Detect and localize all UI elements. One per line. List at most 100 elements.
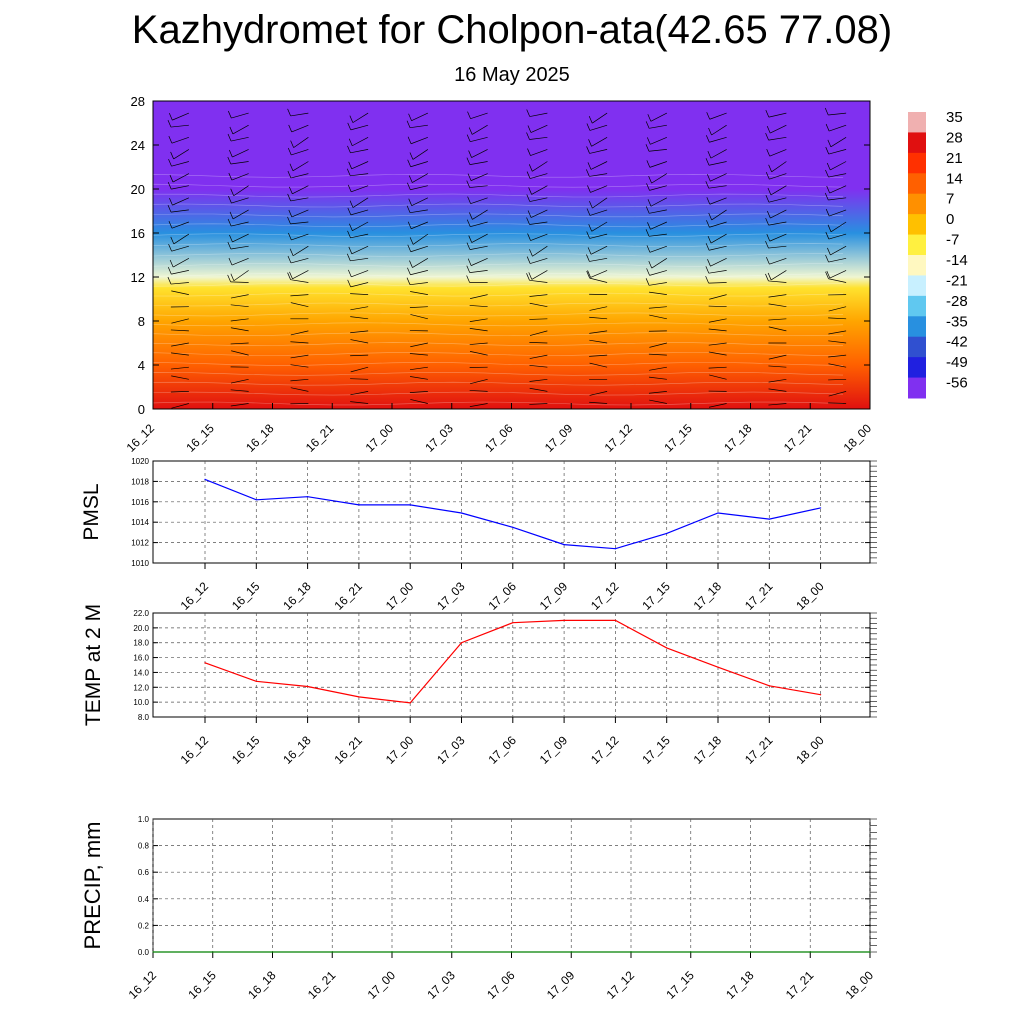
data-point: [271, 951, 274, 953]
wind-barb: [352, 112, 369, 123]
contour-line: [152, 233, 844, 238]
wind-barb: [648, 233, 667, 237]
wind-barb: [768, 221, 787, 226]
wind-barb: [350, 316, 369, 320]
wind-barb: [411, 112, 429, 122]
wind-barb: [170, 352, 189, 356]
x-tick-label: 17_12: [604, 968, 638, 1002]
wind-barb-flag: [289, 186, 293, 195]
wind-barb: [350, 339, 369, 344]
wind-barb: [230, 136, 249, 142]
wind-barb-flag: [347, 207, 352, 215]
wind-barb: [290, 378, 309, 382]
wind-barb: [529, 302, 548, 308]
wind-barb-flag: [645, 229, 650, 237]
wind-barb: [529, 354, 548, 359]
y-tick-label: 1012: [131, 539, 149, 548]
wind-barb: [290, 364, 309, 368]
wind-barb: [230, 245, 249, 250]
data-point: [717, 666, 719, 668]
wind-barb: [649, 291, 667, 295]
x-tick-label: 16_21: [332, 733, 366, 767]
colorbar-label: -42: [946, 334, 968, 351]
wind-barb: [230, 294, 249, 299]
wind-barb: [471, 257, 488, 266]
heat-field: [153, 101, 870, 409]
wind-barb: [710, 173, 727, 182]
wind-barb-flag: [468, 235, 473, 243]
colorbar-swatch: [908, 152, 926, 174]
wind-barb: [351, 245, 369, 255]
wind-barb-flag: [705, 243, 710, 251]
wind-barb-flag: [229, 126, 234, 135]
wind-barb: [410, 270, 428, 276]
wind-barb: [708, 342, 727, 346]
wind-barb: [469, 161, 488, 165]
wind-barb-flag: [467, 111, 471, 119]
y-tick-label: 16.0: [133, 654, 149, 663]
wind-barb-flag: [646, 137, 651, 145]
x-tick-label: 17_03: [424, 968, 458, 1002]
y-tick-label: 1014: [131, 518, 149, 527]
x-tick-label: 16_18: [243, 421, 277, 455]
wind-barb: [828, 363, 847, 368]
y-tick-label: 0: [138, 402, 145, 417]
wind-barb: [649, 124, 667, 129]
wind-barb: [830, 137, 847, 148]
wind-barb: [651, 173, 668, 184]
wind-barb: [173, 233, 190, 245]
wind-barb: [171, 375, 189, 380]
wind-barb-flag: [647, 222, 651, 230]
colorbar-swatch: [908, 193, 926, 215]
wind-barb: [530, 209, 548, 218]
contour-line: [152, 263, 844, 267]
x-tick-label: 17_15: [663, 968, 697, 1002]
wind-barb: [649, 399, 667, 404]
wind-barb-flag: [765, 132, 769, 141]
wind-barb: [648, 149, 667, 152]
wind-barb: [230, 378, 249, 384]
wind-barb-flag: [526, 109, 531, 117]
wind-barb-flag: [526, 194, 531, 202]
wind-barb-flag: [766, 149, 771, 157]
wind-barb: [530, 124, 548, 133]
y-tick-label: 1020: [131, 457, 149, 466]
wind-barb-flag: [708, 127, 712, 136]
wind-barb: [589, 362, 608, 368]
wind-barb: [589, 330, 608, 334]
wind-barb-flag: [288, 209, 293, 218]
wind-barb: [290, 354, 309, 359]
wind-barb: [410, 209, 428, 214]
wind-barb-flag: [167, 204, 172, 213]
wind-barb: [172, 257, 190, 268]
data-point: [307, 496, 309, 498]
contour-line: [152, 401, 844, 406]
wind-barb-flag: [586, 169, 590, 177]
x-tick-label: 17_09: [537, 733, 571, 767]
wind-barb-flag: [347, 230, 351, 238]
wind-barb: [769, 257, 787, 265]
wind-barb: [172, 112, 190, 121]
x-tick-label: 17_18: [721, 421, 755, 455]
wind-barb-flag: [466, 157, 471, 165]
wind-barb: [351, 161, 369, 170]
wind-barb: [769, 173, 787, 180]
wind-barb-flag: [526, 132, 530, 140]
wind-barb-flag: [825, 146, 830, 155]
wind-barb-flag: [767, 210, 771, 219]
wind-barb: [770, 209, 787, 219]
wind-barb: [592, 112, 608, 124]
wind-barb: [828, 402, 847, 404]
wind-barb: [170, 282, 189, 285]
data-point: [212, 951, 214, 953]
wind-barb-flag: [706, 135, 710, 143]
wind-barb: [708, 351, 727, 356]
y-tick-label: 1018: [131, 477, 149, 486]
wind-barb: [648, 376, 667, 380]
data-point: [614, 619, 617, 622]
data-point: [749, 951, 752, 953]
y-axis-title: TEMP at 2 M: [82, 604, 105, 726]
wind-barb: [830, 245, 847, 256]
wind-barb-flag: [765, 172, 770, 180]
temp-2m-panel: 8.0 10.0 12.0 14.0 16.0 18.0 20.0 22.0 16_12 16_1…: [82, 604, 877, 767]
